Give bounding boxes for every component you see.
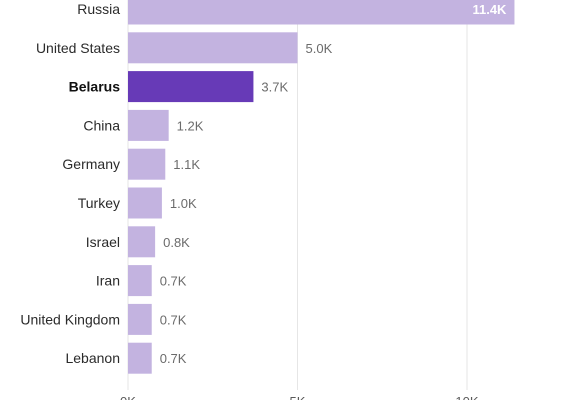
bar[interactable]	[128, 265, 152, 297]
bar[interactable]	[128, 226, 156, 258]
category-label: China	[83, 117, 120, 133]
value-label: 0.8K	[163, 235, 190, 250]
bar[interactable]	[128, 187, 162, 219]
value-label: 11.4K	[472, 2, 507, 17]
bar-highlighted[interactable]	[128, 71, 254, 103]
tick-layer: 0K 5K 10K	[120, 394, 479, 405]
value-label: 3.7K	[261, 80, 288, 95]
category-label: Belarus	[69, 79, 121, 95]
bar[interactable]	[128, 148, 166, 180]
category-label: United States	[36, 40, 120, 56]
bar[interactable]	[128, 0, 515, 25]
category-label: Germany	[62, 156, 120, 172]
value-label: 5.0K	[306, 41, 333, 56]
category-label: Israel	[86, 234, 120, 250]
label-layer: Russia 11.4K United States 5.0K Belarus 3.7K C…	[20, 1, 507, 366]
value-label: 0.7K	[160, 351, 187, 366]
x-tick-label: 10K	[455, 394, 478, 400]
bar[interactable]	[128, 109, 169, 141]
category-label: United Kingdom	[20, 311, 120, 327]
bar-layer	[128, 0, 515, 374]
value-label: 1.2K	[177, 118, 204, 133]
category-label: Russia	[77, 1, 120, 17]
value-label: 1.1K	[173, 157, 200, 172]
bar[interactable]	[128, 32, 298, 64]
x-tick-label: 0K	[120, 394, 136, 400]
x-tick-label: 5K	[290, 394, 306, 400]
bar[interactable]	[128, 342, 152, 374]
bar[interactable]	[128, 303, 152, 335]
category-label: Turkey	[78, 195, 120, 211]
value-label: 0.7K	[160, 312, 187, 327]
value-label: 0.7K	[160, 274, 187, 289]
category-label: Lebanon	[65, 350, 120, 366]
value-label: 1.0K	[170, 196, 197, 211]
category-label: Iran	[96, 273, 120, 289]
